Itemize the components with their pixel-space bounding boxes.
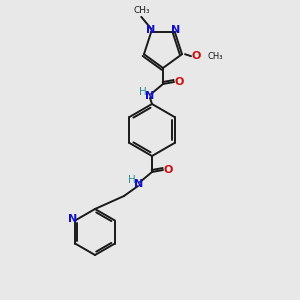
- Text: H: H: [139, 87, 147, 97]
- Text: N: N: [134, 179, 144, 189]
- Text: N: N: [146, 25, 155, 35]
- Text: N: N: [68, 214, 78, 224]
- Text: O: O: [174, 77, 184, 87]
- Text: O: O: [163, 165, 173, 175]
- Text: CH₃: CH₃: [207, 52, 223, 61]
- Text: N: N: [171, 25, 180, 35]
- Text: O: O: [191, 51, 201, 61]
- Text: N: N: [146, 91, 154, 101]
- Text: CH₃: CH₃: [134, 6, 151, 15]
- Text: H: H: [128, 175, 136, 185]
